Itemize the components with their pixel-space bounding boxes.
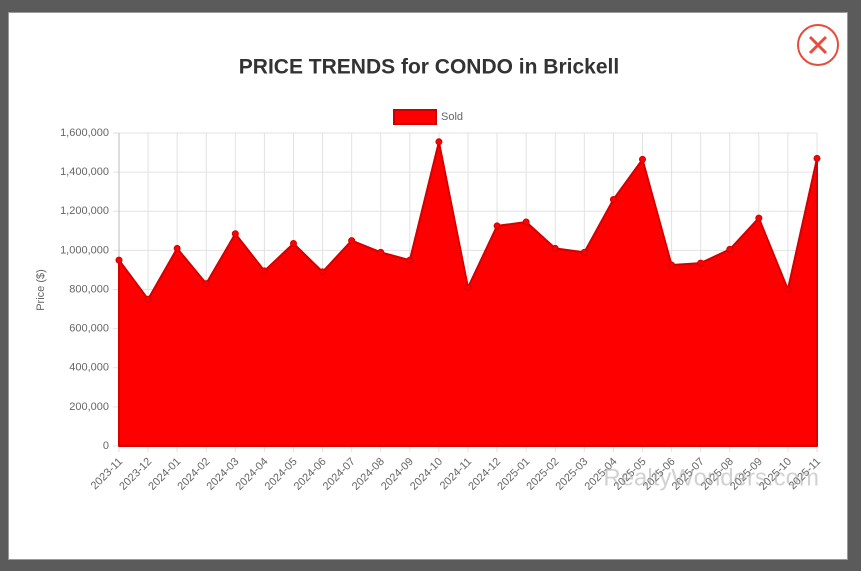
- point: [668, 261, 676, 269]
- close-button[interactable]: [797, 24, 839, 66]
- point: [377, 248, 385, 256]
- point: [784, 286, 792, 293]
- point: [609, 196, 617, 204]
- point: [464, 284, 472, 292]
- legend-label: Sold: [441, 111, 463, 123]
- point: [813, 154, 821, 162]
- point: [260, 267, 268, 275]
- point: [290, 240, 297, 248]
- y-tick-label: 1,000,000: [60, 244, 109, 256]
- point: [435, 138, 443, 146]
- point: [580, 248, 588, 256]
- point: [522, 218, 530, 226]
- y-tick-label: 0: [103, 440, 109, 452]
- point: [726, 245, 734, 253]
- y-tick-label: 600,000: [69, 323, 109, 335]
- modal: PRICE TRENDS for CONDO in Brickell Price…: [8, 12, 848, 560]
- point: [406, 256, 414, 264]
- chart-title: PRICE TRENDS for CONDO in Brickell: [239, 56, 619, 79]
- point: [173, 244, 181, 252]
- point: [115, 256, 123, 264]
- y-axis-label: Price ($): [35, 269, 47, 311]
- point: [493, 222, 501, 230]
- x-tick-label: 2024-10: [408, 456, 445, 493]
- y-tick-label: 400,000: [69, 362, 109, 374]
- watermark: RealtyWonders.com: [603, 464, 819, 491]
- y-tick-label: 1,600,000: [60, 127, 109, 139]
- y-tick-label: 1,200,000: [60, 205, 109, 217]
- point: [348, 237, 356, 245]
- y-tick-label: 1,400,000: [60, 166, 109, 178]
- point: [202, 280, 210, 288]
- point: [319, 268, 327, 276]
- close-icon[interactable]: [808, 35, 828, 55]
- point: [697, 259, 705, 267]
- point: [551, 244, 559, 252]
- chart: PRICE TRENDS for CONDO in Brickell Price…: [35, 24, 839, 493]
- y-tick-label: 800,000: [69, 283, 109, 295]
- point: [144, 295, 152, 303]
- y-tick-label: 200,000: [69, 401, 109, 413]
- point: [639, 155, 646, 163]
- point: [755, 214, 763, 222]
- area: [118, 140, 818, 447]
- point: [231, 230, 239, 238]
- legend-swatch: [393, 109, 437, 125]
